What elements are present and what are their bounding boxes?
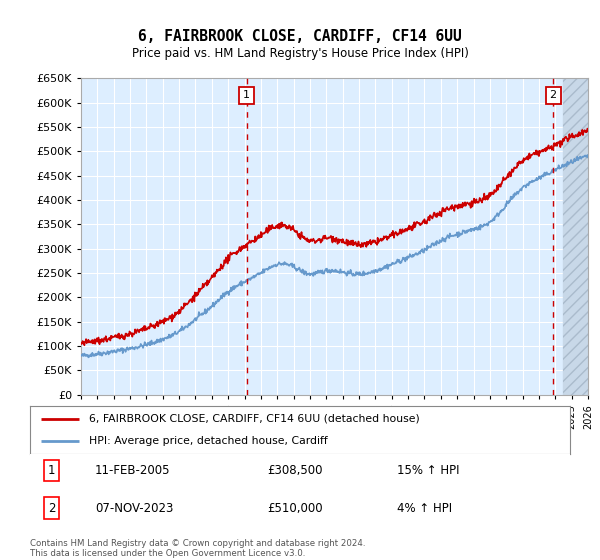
- Bar: [563, 78, 596, 395]
- Text: HPI: Average price, detached house, Cardiff: HPI: Average price, detached house, Card…: [89, 436, 328, 446]
- Text: Contains HM Land Registry data © Crown copyright and database right 2024.
This d: Contains HM Land Registry data © Crown c…: [30, 539, 365, 558]
- Text: 2: 2: [550, 90, 557, 100]
- Bar: [563, 78, 596, 395]
- Text: £308,500: £308,500: [268, 464, 323, 477]
- Text: 07-NOV-2023: 07-NOV-2023: [95, 502, 173, 515]
- Text: 15% ↑ HPI: 15% ↑ HPI: [397, 464, 460, 477]
- Text: 4% ↑ HPI: 4% ↑ HPI: [397, 502, 452, 515]
- Text: 1: 1: [48, 464, 55, 477]
- Text: 6, FAIRBROOK CLOSE, CARDIFF, CF14 6UU (detached house): 6, FAIRBROOK CLOSE, CARDIFF, CF14 6UU (d…: [89, 414, 420, 424]
- Text: 11-FEB-2005: 11-FEB-2005: [95, 464, 170, 477]
- Text: £510,000: £510,000: [268, 502, 323, 515]
- Text: 2: 2: [48, 502, 55, 515]
- Text: 6, FAIRBROOK CLOSE, CARDIFF, CF14 6UU: 6, FAIRBROOK CLOSE, CARDIFF, CF14 6UU: [138, 29, 462, 44]
- Text: 1: 1: [243, 90, 250, 100]
- Text: Price paid vs. HM Land Registry's House Price Index (HPI): Price paid vs. HM Land Registry's House …: [131, 46, 469, 60]
